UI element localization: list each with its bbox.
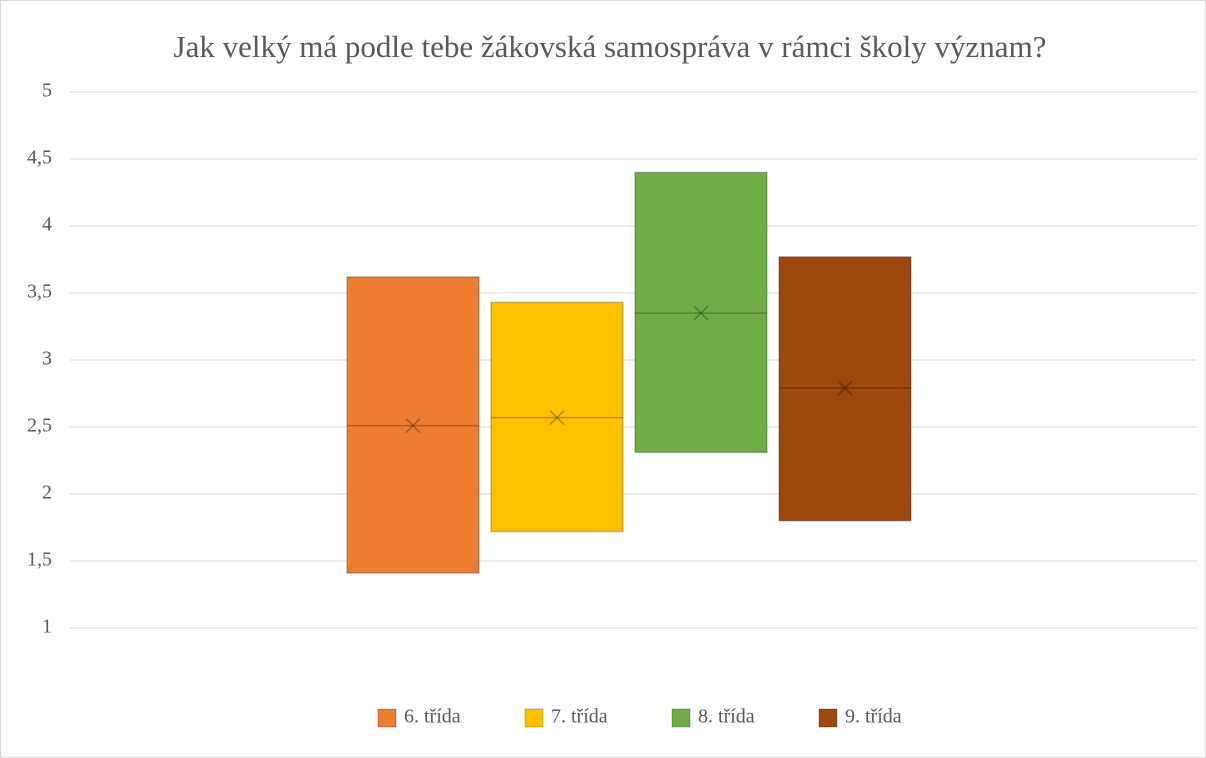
- legend-label: 9. třída: [845, 706, 902, 728]
- y-tick-label: 5: [42, 80, 52, 102]
- box: [490, 301, 624, 533]
- box: [778, 256, 912, 522]
- legend-swatch: [818, 708, 838, 728]
- legend-label: 6. třída: [404, 706, 461, 728]
- legend-swatch: [671, 708, 691, 728]
- y-tick-label: 3,5: [27, 281, 52, 303]
- y-tick-label: 1,5: [27, 549, 52, 571]
- box: [634, 171, 768, 454]
- chart-title: Jak velký má podle tebe žákovská samospr…: [174, 29, 1047, 64]
- mean-marker: [837, 380, 853, 396]
- mean-marker: [405, 418, 421, 434]
- legend-swatch: [524, 708, 544, 728]
- y-tick-label: 2: [42, 482, 52, 504]
- y-tick-label: 1: [42, 616, 52, 638]
- y-tick-label: 3: [42, 348, 52, 370]
- legend-swatch: [377, 708, 397, 728]
- legend-label: 8. třída: [698, 706, 755, 728]
- y-tick-label: 4,5: [27, 147, 52, 169]
- y-tick-label: 4: [42, 214, 52, 236]
- mean-marker: [693, 305, 709, 321]
- box: [346, 276, 480, 574]
- mean-marker: [549, 410, 565, 426]
- legend-label: 7. třída: [551, 706, 608, 728]
- y-tick-label: 2,5: [27, 415, 52, 437]
